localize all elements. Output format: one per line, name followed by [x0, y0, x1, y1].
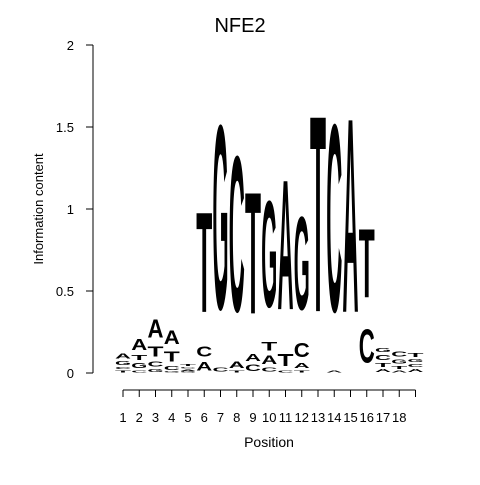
logo-letter-G: G	[213, 70, 229, 365]
x-tick-label: 8	[233, 410, 240, 425]
logo-letter-A: A	[261, 353, 277, 366]
logo-letter-A: A	[391, 370, 407, 373]
y-tick-label: 0.5	[56, 284, 74, 299]
x-tick-label: 2	[136, 410, 143, 425]
logo-letter-T: T	[180, 363, 197, 366]
logo-letter-T: T	[229, 370, 246, 373]
logo-letter-T: T	[391, 365, 408, 370]
logo-letter-T: T	[278, 350, 294, 370]
logo-letter-A: A	[294, 362, 310, 370]
y-tick-label: 2	[67, 38, 74, 53]
logo-letter-A: A	[245, 351, 261, 363]
logo-letter-T: T	[196, 183, 212, 343]
x-tick-label: 12	[295, 410, 309, 425]
logo-letter-A: A	[148, 315, 164, 344]
logo-letter-C: C	[261, 367, 277, 374]
chart-title: NFE2	[214, 15, 265, 37]
logo-letter-T: T	[148, 344, 164, 360]
logo-letter-G: G	[261, 171, 277, 341]
y-tick-label: 0	[67, 366, 74, 381]
logo-letter-C: C	[180, 367, 196, 369]
logo-letter-T: T	[115, 370, 132, 373]
logo-letter-A: A	[278, 142, 294, 350]
x-tick-label: 4	[168, 410, 175, 425]
x-axis-label: Position	[244, 434, 294, 450]
x-tick-label: 14	[327, 410, 341, 425]
x-tick-label: 13	[311, 410, 325, 425]
logo-letter-T: T	[310, 58, 326, 372]
x-axis: 1 2 3 4 5 6 7 8 9 10 11 12 13 14 15 16 17 18	[119, 389, 416, 425]
logo-letter-C: C	[359, 319, 375, 373]
logo-letter-A: A	[180, 369, 196, 371]
y-tick-label: 1	[67, 202, 74, 217]
logo-letter-T: T	[245, 157, 261, 351]
x-tick-label: 6	[201, 410, 208, 425]
x-tick-label: 18	[392, 410, 406, 425]
logo-letter-A: A	[326, 370, 342, 373]
logo-letter-C: C	[115, 367, 131, 370]
logo-letter-T: T	[375, 362, 392, 368]
x-tick-label: 11	[279, 410, 293, 425]
logo-letter-G: G	[131, 362, 147, 370]
logo-letter-G: G	[115, 360, 131, 367]
logo-letter-C: C	[278, 370, 294, 373]
x-tick-label: 17	[376, 410, 390, 425]
logo-letter-G: G	[391, 358, 407, 365]
logo-letter-C: C	[391, 350, 407, 358]
logo-letter-C: C	[196, 343, 213, 359]
logo-letter-C: C	[408, 364, 425, 369]
logo-letter-C: C	[164, 365, 180, 372]
logo-letter-T: T	[359, 210, 375, 319]
logo-letter-G: G	[294, 190, 310, 338]
logo-letter-T: T	[131, 354, 147, 362]
logo-letter-C: C	[245, 363, 261, 373]
logo-letter-G: G	[164, 371, 180, 373]
x-tick-label: 3	[152, 410, 159, 425]
logo-letter-G: G	[408, 359, 424, 364]
y-axis-label: Information content	[31, 153, 46, 265]
logo-letter-C: C	[148, 360, 164, 368]
x-tick-label: 5	[184, 410, 191, 425]
logo-letter-A: A	[229, 360, 245, 370]
logo-letter-A: A	[196, 360, 212, 373]
logo-letter-A: A	[131, 336, 147, 354]
logo-letter-C: C	[326, 70, 342, 369]
y-tick-label: 1.5	[56, 120, 74, 135]
logo-letter-C: C	[229, 110, 245, 359]
y-axis: 0 0.5 1 1.5 2	[56, 38, 94, 381]
logo-letter-C: C	[294, 339, 310, 362]
x-tick-label: 10	[262, 410, 276, 425]
x-tick-label: 9	[249, 410, 256, 425]
logo-letter-G: G	[180, 371, 196, 373]
logo-letter-A: A	[115, 352, 131, 360]
logo-letter-T: T	[261, 341, 278, 354]
logo-letter-C: C	[213, 367, 229, 374]
logo-letter-A: A	[343, 59, 359, 371]
x-tick-label: 1	[119, 410, 126, 425]
logo-letter-A: A	[408, 368, 425, 373]
logo-letter-C: C	[375, 354, 391, 362]
logo-letter-T: T	[408, 352, 425, 358]
logo-letter-C: C	[131, 370, 147, 373]
logo-letter-T: T	[164, 349, 180, 365]
logo-letter-A: A	[164, 328, 180, 349]
logo-letter-T: T	[294, 370, 311, 373]
x-tick-label: 16	[360, 410, 374, 425]
x-tick-label: 15	[343, 410, 357, 425]
logo-letter-G: G	[375, 347, 391, 354]
x-tick-label: 7	[217, 410, 224, 425]
logo-letter-A: A	[375, 368, 392, 373]
logo-letter-G: G	[148, 368, 164, 373]
